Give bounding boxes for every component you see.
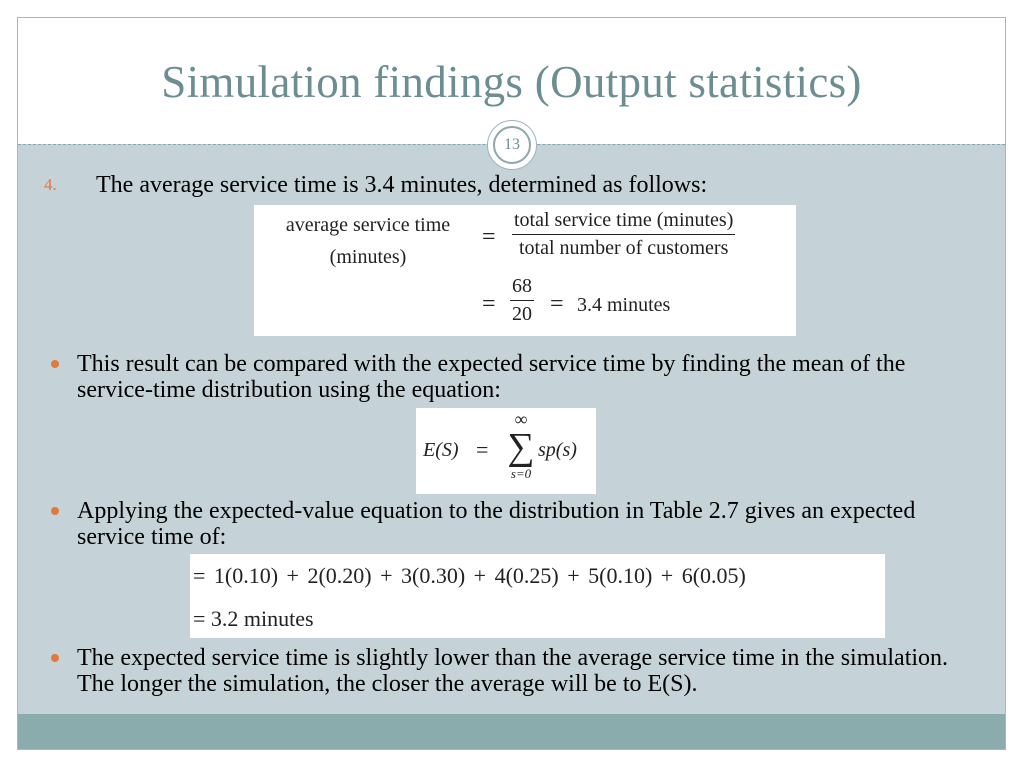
- eq1-fraction-2: 68 20: [510, 275, 534, 326]
- bullet-3-text: The expected service time is slightly lo…: [77, 645, 949, 697]
- eq1-fraction: total service time (minutes) total numbe…: [512, 209, 736, 260]
- average-service-time-equation: average service time (minutes) = total s…: [254, 205, 796, 336]
- eq2-lhs: E(S): [423, 439, 459, 461]
- eq1-lhs-line1: average service time: [285, 214, 451, 236]
- eq1-denominator-2: 20: [512, 303, 532, 325]
- eq1-denominator: total number of customers: [518, 237, 729, 259]
- item-4-text: The average service time is 3.4 minutes,…: [96, 172, 708, 198]
- bullet-marker: [51, 360, 59, 368]
- footer-band: [18, 714, 1005, 749]
- slide-number-badge: 13: [487, 120, 537, 170]
- eq1-numerator-2: 68: [510, 275, 534, 301]
- eq1-numerator: total service time (minutes): [512, 209, 736, 235]
- eq2-upper-limit: ∞: [514, 409, 528, 429]
- eq3-line1: = 1(0.10) + 2(0.20) + 3(0.30) + 4(0.25) …: [193, 563, 746, 588]
- expected-value-equation: E(S) = ∞ ∑ s=0 sp(s): [416, 408, 596, 494]
- eq2-equals: =: [476, 437, 489, 462]
- eq1-equals-2: =: [482, 291, 496, 317]
- eq1-equals-1: =: [482, 224, 496, 250]
- sigma-icon: ∑: [507, 426, 535, 468]
- eq2-lower-limit: s=0: [510, 466, 532, 481]
- expected-service-time-calculation: = 1(0.10) + 2(0.20) + 3(0.30) + 4(0.25) …: [190, 554, 885, 638]
- bullet-marker: [51, 654, 59, 662]
- eq1-equals-3: =: [550, 291, 564, 317]
- slide-title: Simulation findings (Output statistics): [161, 57, 862, 107]
- bullet-1-text: This result can be compared with the exp…: [77, 351, 906, 403]
- list-number-marker: 4.: [44, 175, 57, 194]
- slide-number: 13: [493, 126, 531, 164]
- slide: Simulation findings (Output statistics) …: [17, 17, 1006, 750]
- eq1-result: 3.4 minutes: [577, 294, 671, 316]
- bullet-marker: [51, 507, 59, 515]
- bullet-2-text: Applying the expected-value equation to …: [77, 498, 916, 550]
- eq3-line2: = 3.2 minutes: [193, 606, 314, 631]
- eq1-lhs-line2: (minutes): [329, 246, 407, 268]
- eq2-term: sp(s): [538, 439, 577, 461]
